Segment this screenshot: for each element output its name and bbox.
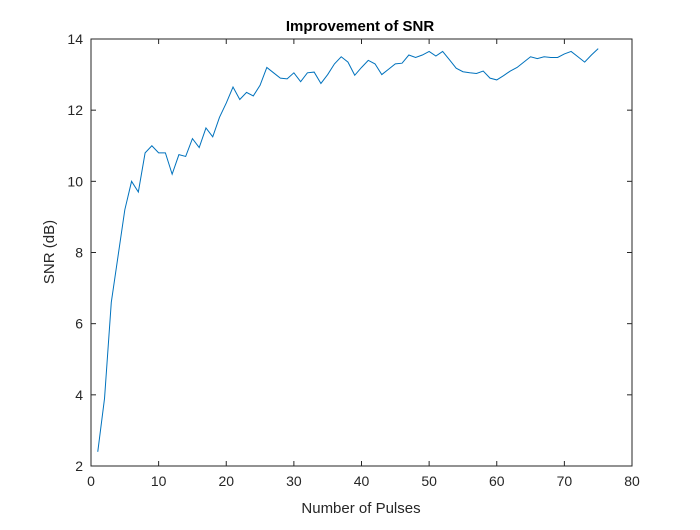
x-tick-label: 60 (489, 473, 505, 489)
y-tick-label: 2 (75, 458, 83, 474)
x-tick-label: 40 (354, 473, 370, 489)
x-axis-ticks: 0 10 20 30 40 50 60 70 80 (87, 39, 640, 489)
x-tick-label: 10 (151, 473, 167, 489)
y-axis-label: SNR (dB) (41, 220, 58, 284)
series-layer (97, 48, 599, 452)
chart-title: Improvement of SNR (286, 18, 435, 35)
x-tick-label: 80 (624, 473, 640, 489)
series-line (97, 48, 599, 452)
x-tick-label: 30 (286, 473, 302, 489)
x-tick-label: 70 (557, 473, 573, 489)
x-tick-label: 20 (218, 473, 234, 489)
y-tick-label: 10 (67, 173, 83, 189)
y-tick-label: 4 (75, 387, 83, 403)
y-tick-label: 8 (75, 245, 83, 261)
y-tick-label: 14 (67, 31, 83, 47)
x-tick-label: 50 (421, 473, 437, 489)
y-axis-ticks: 2 4 6 8 10 12 14 (67, 31, 632, 474)
y-tick-label: 6 (75, 316, 83, 332)
x-tick-label: 0 (87, 473, 95, 489)
plot-area (90, 38, 633, 467)
x-axis-label: Number of Pulses (301, 500, 420, 517)
y-tick-label: 12 (67, 102, 83, 118)
